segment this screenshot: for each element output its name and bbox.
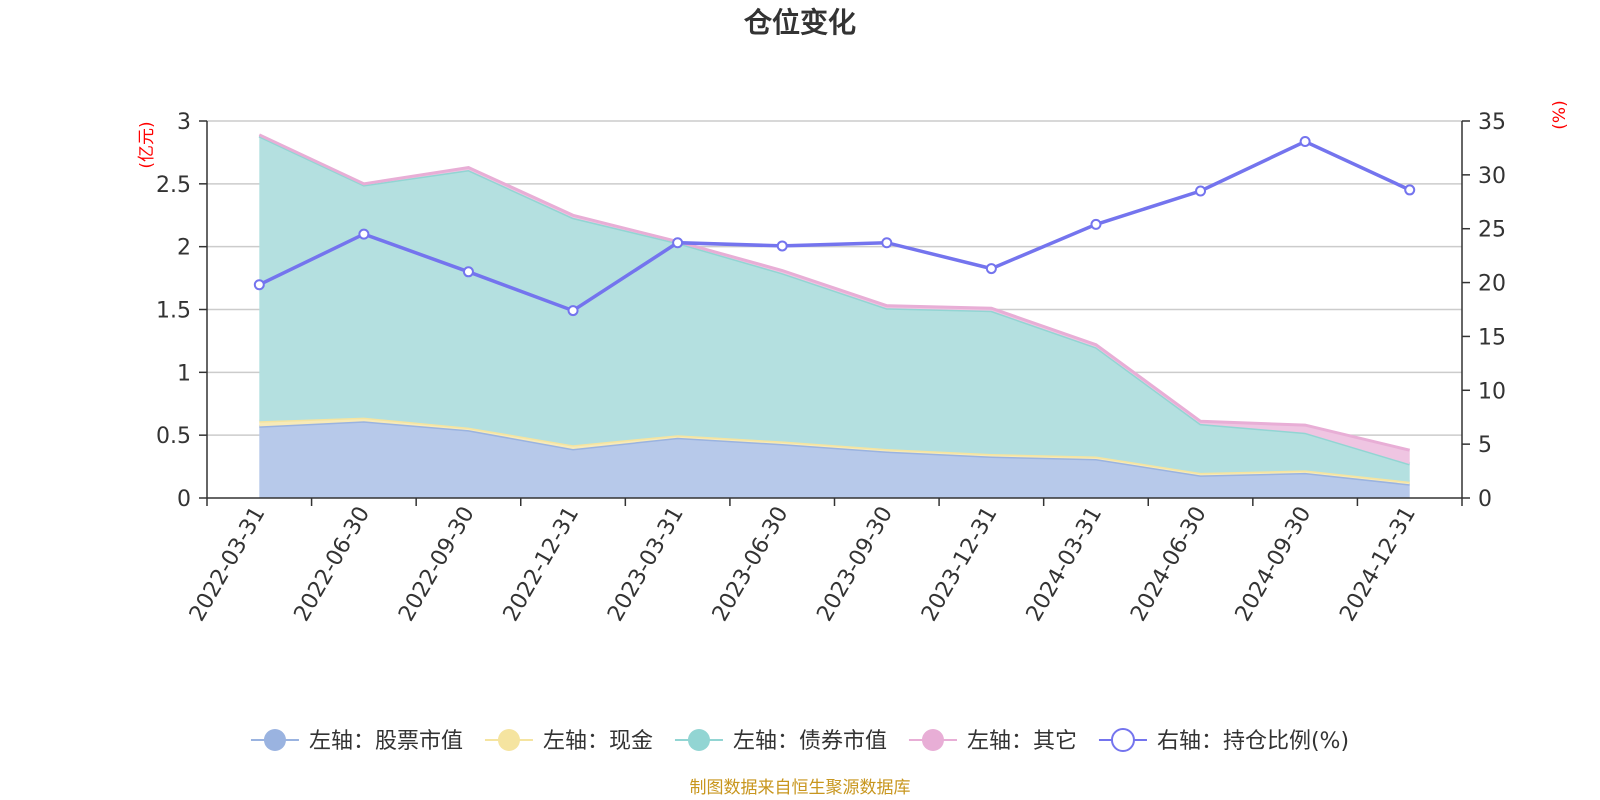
- legend-label-0: 左轴：股票市值: [309, 729, 463, 754]
- x-tick-label-5: 2023-06-30: [708, 503, 794, 626]
- line-point-2: [462, 266, 474, 278]
- left-tick-label-3: 1.5: [156, 299, 191, 324]
- legend-label-1: 左轴：现金: [543, 729, 653, 754]
- right-tick-label-5: 25: [1478, 218, 1506, 243]
- data-source-footer: 制图数据来自恒生聚源数据库: [690, 778, 911, 798]
- legend-label-3: 左轴：其它: [967, 729, 1077, 754]
- x-tick-label-2: 2022-09-30: [394, 503, 480, 626]
- line-point-9: [1195, 185, 1207, 197]
- right-tick-label-6: 30: [1478, 164, 1506, 189]
- x-tick-label-3: 2022-12-31: [499, 503, 585, 626]
- legend-marker-3: [921, 729, 944, 751]
- legend: 左轴：股票市值 左轴：现金 左轴：债券市值 左轴：其它 右轴：持仓比例(%): [250, 728, 1349, 754]
- right-tick-label-0: 0: [1478, 487, 1492, 512]
- right-tick-label-7: 35: [1478, 110, 1506, 135]
- line-point-5: [776, 240, 788, 252]
- x-tick-label-7: 2023-12-31: [917, 503, 1003, 626]
- line-point-8: [1090, 218, 1102, 230]
- left-tick-label-5: 2.5: [156, 173, 191, 198]
- ratio-line-layer: [253, 135, 1416, 317]
- chart-title: 仓位变化: [744, 6, 856, 39]
- x-tick-label-10: 2024-09-30: [1231, 503, 1317, 626]
- right-axis-unit: (%): [1550, 100, 1570, 129]
- right-tick-label-2: 10: [1478, 379, 1506, 404]
- legend-label-2: 左轴：债券市值: [733, 729, 887, 754]
- area-series-0: [259, 421, 1410, 498]
- line-point-0: [253, 279, 265, 291]
- stacked-areas: [258, 133, 1411, 498]
- left-tick-label-1: 0.5: [156, 424, 191, 449]
- x-tick-label-1: 2022-06-30: [290, 503, 376, 626]
- x-tick-label-8: 2024-03-31: [1022, 503, 1108, 626]
- left-axis-unit: (亿元): [137, 121, 157, 168]
- left-tick-label-6: 3: [177, 110, 191, 135]
- area-series-3: [259, 134, 1410, 465]
- left-tick-label-4: 2: [177, 236, 191, 261]
- x-tick-label-0: 2022-03-31: [185, 503, 271, 626]
- line-point-7: [985, 263, 997, 275]
- left-tick-label-2: 1: [177, 361, 191, 386]
- legend-marker-1: [497, 729, 520, 751]
- right-tick-label-3: 15: [1478, 325, 1506, 350]
- line-point-4: [672, 237, 684, 249]
- line-point-11: [1404, 184, 1416, 196]
- right-tick-label-4: 20: [1478, 272, 1506, 297]
- legend-marker-0: [263, 729, 286, 751]
- x-tick-label-11: 2024-12-31: [1335, 503, 1421, 626]
- area-edge-3: [258, 133, 1411, 452]
- area-series-2: [259, 136, 1410, 482]
- line-point-6: [881, 237, 893, 249]
- legend-marker-2: [687, 729, 710, 751]
- right-tick-label-1: 5: [1478, 433, 1492, 458]
- legend-item-3[interactable]: 左轴：其它: [908, 729, 1077, 754]
- left-tick-label-0: 0: [177, 487, 191, 512]
- line-point-3: [567, 305, 579, 317]
- line-series-0: [258, 139, 1411, 313]
- x-tick-label-6: 2023-09-30: [812, 503, 898, 626]
- line-point-1: [358, 228, 370, 240]
- legend-item-1[interactable]: 左轴：现金: [484, 729, 653, 754]
- legend-label-4: 右轴：持仓比例(%): [1157, 729, 1349, 754]
- legend-item-4[interactable]: 右轴：持仓比例(%): [1098, 728, 1349, 754]
- x-tick-label-4: 2023-03-31: [603, 503, 689, 626]
- legend-item-0[interactable]: 左轴：股票市值: [250, 729, 463, 754]
- legend-marker-4: [1110, 728, 1135, 752]
- line-point-10: [1299, 135, 1311, 147]
- x-tick-label-9: 2024-06-30: [1126, 503, 1212, 626]
- legend-item-2[interactable]: 左轴：债券市值: [674, 729, 887, 754]
